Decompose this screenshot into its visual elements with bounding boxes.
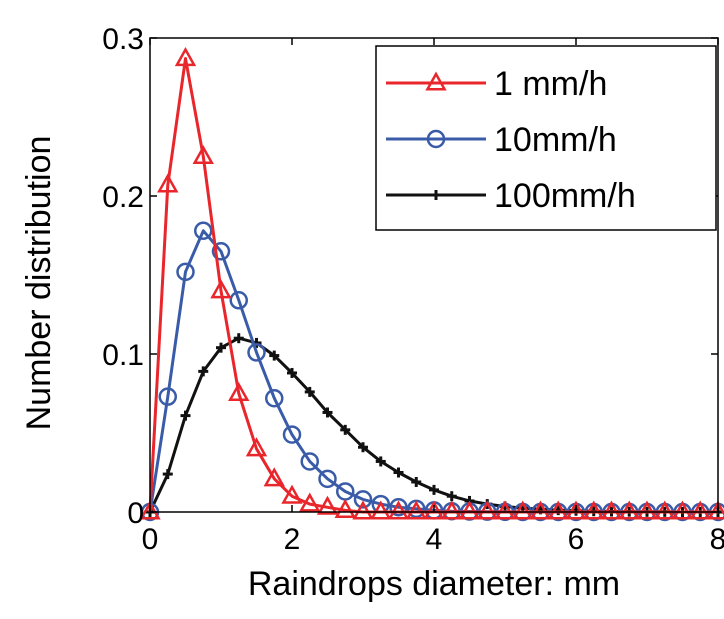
x-tick-label: 4 [426, 523, 443, 556]
ticks-layer: 0 2 4 6 8 0 0.1 0.2 0.3 [102, 23, 724, 556]
data-point-1-mm-h [281, 484, 303, 504]
x-tick-label: 0 [142, 523, 159, 556]
data-point-1-mm-h [334, 498, 356, 518]
x-tick-label: 6 [568, 523, 585, 556]
data-point-10mm-h [211, 242, 231, 261]
data-point-1-mm-h [512, 500, 534, 520]
data-point-10mm-h [229, 291, 248, 310]
data-point-1-mm-h [565, 500, 587, 520]
data-point-1-mm-h [352, 500, 374, 520]
y-tick-label: 0.1 [102, 339, 144, 372]
data-point-100mm-h [375, 456, 386, 467]
data-point-100mm-h [162, 469, 173, 480]
data-point-10mm-h [282, 425, 302, 444]
data-point-100mm-h [358, 442, 368, 453]
data-point-1-mm-h [707, 500, 724, 520]
data-point-100mm-h [287, 367, 297, 378]
data-point-100mm-h [429, 484, 439, 495]
x-axis-label: Raindrops diameter: mm [248, 565, 620, 603]
data-point-1-mm-h [618, 500, 640, 520]
data-point-100mm-h [322, 407, 333, 418]
data-point-1-mm-h [600, 500, 623, 520]
data-point-100mm-h [269, 350, 280, 361]
data-point-1-mm-h [192, 144, 214, 165]
data-point-100mm-h [393, 467, 404, 478]
data-point-1-mm-h [245, 437, 268, 457]
x-tick-label: 2 [284, 523, 301, 556]
data-point-100mm-h [340, 424, 351, 435]
data-point-1-mm-h [671, 500, 694, 520]
data-point-1-mm-h [458, 500, 481, 520]
data-point-1-mm-h [423, 500, 445, 520]
data-point-1-mm-h [157, 173, 179, 193]
legend-marker [425, 71, 447, 91]
data-point-1-mm-h [405, 500, 427, 520]
data-point-1-mm-h [583, 500, 605, 520]
data-point-100mm-h [411, 476, 422, 487]
y-tick-label: 0 [127, 497, 144, 530]
data-point-100mm-h [180, 410, 191, 421]
data-point-1-mm-h [547, 500, 569, 520]
y-tick-label: 0.2 [102, 181, 144, 214]
data-point-10mm-h [194, 221, 213, 241]
data-point-10mm-h [158, 387, 177, 406]
data-point-1-mm-h [316, 495, 339, 515]
data-point-1-mm-h [441, 500, 463, 520]
data-point-1-mm-h [476, 500, 498, 520]
data-point-100mm-h [216, 342, 226, 353]
legend-entry-100mm-h: 100mm/h [386, 177, 636, 215]
data-point-100mm-h [304, 386, 315, 397]
legend-label: 1 mm/h [494, 65, 607, 103]
data-point-1-mm-h [654, 500, 676, 520]
data-point-1-mm-h [174, 46, 197, 67]
data-point-1-mm-h [636, 500, 658, 520]
data-point-100mm-h [198, 366, 209, 377]
data-point-1-mm-h [228, 381, 250, 402]
data-point-10mm-h [265, 388, 284, 408]
data-point-1-mm-h [689, 500, 711, 520]
data-point-10mm-h [318, 469, 337, 489]
data-point-10mm-h [353, 490, 373, 509]
data-point-1-mm-h [263, 467, 285, 487]
data-point-1-mm-h [529, 500, 552, 520]
data-point-10mm-h [389, 498, 408, 517]
series-10mm-h [140, 221, 724, 522]
legend-label: 100mm/h [494, 177, 636, 215]
data-point-10mm-h [247, 343, 266, 362]
data-point-1-mm-h [387, 500, 410, 520]
legend-entry-1-mm-h: 1 mm/h [386, 65, 607, 103]
x-tick-label: 8 [710, 523, 724, 556]
data-point-1-mm-h [494, 500, 516, 520]
y-tick-label: 0.3 [102, 23, 144, 56]
data-point-1-mm-h [139, 500, 161, 520]
legend-label: 10mm/h [494, 121, 617, 159]
data-point-10mm-h [300, 452, 319, 471]
legend-entry-10mm-h: 10mm/h [386, 121, 617, 159]
legend-marker [426, 129, 446, 149]
legend-marker [431, 190, 441, 200]
data-point-10mm-h [176, 262, 195, 282]
data-point-1-mm-h [299, 492, 321, 512]
data-point-100mm-h [233, 333, 244, 344]
data-point-1-mm-h [210, 279, 232, 299]
y-axis-label: Number distribution [20, 136, 58, 431]
legend: 1 mm/h 10mm/h 100mm/h [375, 45, 717, 231]
data-point-100mm-h [446, 491, 457, 502]
data-point-1-mm-h [370, 500, 392, 520]
